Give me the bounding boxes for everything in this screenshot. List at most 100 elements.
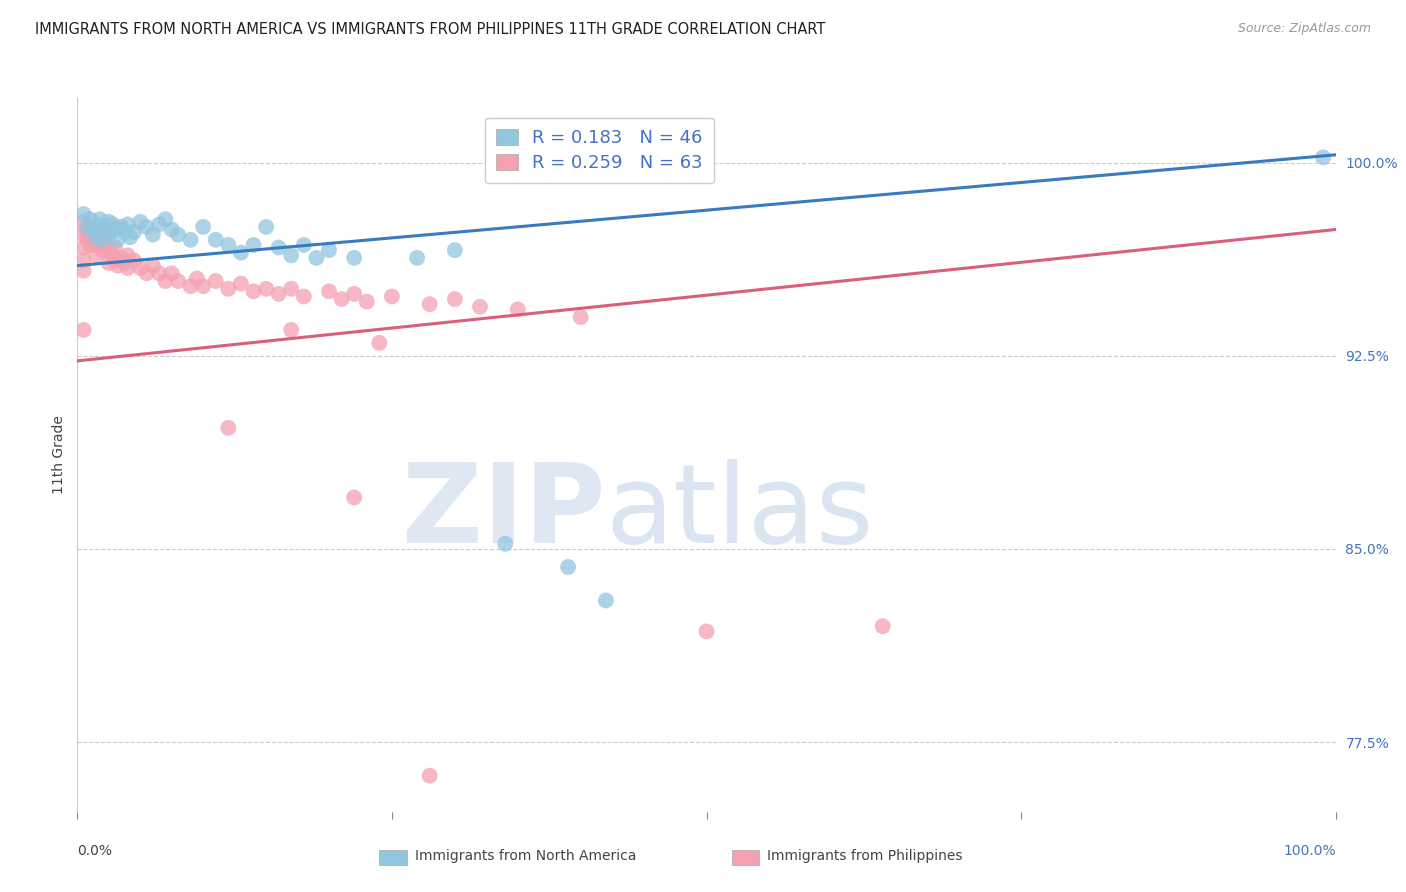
Point	[343, 286, 366, 301]
Point	[343, 251, 366, 265]
Point	[160, 222, 183, 236]
Point	[117, 218, 139, 232]
Point	[254, 282, 277, 296]
Point	[75, 222, 97, 236]
Point	[330, 292, 353, 306]
Point	[305, 251, 328, 265]
Point	[122, 225, 145, 239]
Point	[318, 243, 340, 257]
Point	[368, 335, 391, 350]
Point	[242, 238, 264, 252]
Point	[72, 207, 94, 221]
Point	[107, 259, 129, 273]
Point	[419, 297, 441, 311]
Point	[267, 241, 290, 255]
Point	[180, 279, 202, 293]
Point	[84, 248, 107, 262]
Point	[148, 218, 170, 232]
Point	[135, 219, 157, 234]
Point	[155, 274, 177, 288]
Text: ZIP: ZIP	[402, 458, 606, 566]
Point	[444, 292, 467, 306]
Point	[557, 560, 579, 574]
Point	[84, 235, 107, 250]
Point	[191, 279, 215, 293]
Point	[101, 248, 124, 262]
Point	[292, 289, 315, 303]
Point	[167, 227, 190, 242]
Point	[129, 215, 152, 229]
Text: 0.0%: 0.0%	[77, 844, 112, 858]
Point	[72, 253, 94, 268]
Point	[191, 219, 215, 234]
Point	[117, 248, 139, 262]
Point	[72, 215, 94, 229]
Point	[72, 264, 94, 278]
Point	[595, 593, 617, 607]
Point	[104, 222, 127, 236]
Point	[267, 286, 290, 301]
Point	[91, 230, 114, 244]
Point	[107, 233, 129, 247]
Point	[82, 230, 104, 244]
Point	[94, 222, 117, 236]
Point	[381, 289, 404, 303]
Point	[122, 253, 145, 268]
Point	[444, 243, 467, 257]
Point	[229, 245, 252, 260]
Point	[406, 251, 429, 265]
Point	[97, 256, 120, 270]
Text: atlas: atlas	[606, 458, 875, 566]
Point	[148, 266, 170, 280]
Point	[76, 219, 98, 234]
Point	[204, 233, 226, 247]
Point	[160, 266, 183, 280]
Bar	[380, 849, 406, 865]
Point	[117, 261, 139, 276]
Point	[229, 277, 252, 291]
Point	[72, 227, 94, 242]
Point	[280, 248, 302, 262]
Y-axis label: 11th Grade: 11th Grade	[52, 416, 66, 494]
Point	[82, 222, 104, 236]
Point	[186, 271, 208, 285]
Point	[129, 261, 152, 276]
Point	[217, 282, 239, 296]
Point	[91, 243, 114, 257]
Point	[494, 537, 516, 551]
Point	[104, 253, 127, 268]
Point	[91, 233, 114, 247]
Point	[204, 274, 226, 288]
Point	[696, 624, 718, 639]
Text: Immigrants from North America: Immigrants from North America	[415, 849, 636, 863]
Text: Immigrants from Philippines: Immigrants from Philippines	[766, 849, 963, 863]
Point	[280, 323, 302, 337]
Point	[97, 215, 120, 229]
Point	[91, 219, 114, 234]
Point	[872, 619, 894, 633]
Point	[97, 227, 120, 242]
Point	[142, 259, 165, 273]
Point	[468, 300, 491, 314]
Point	[89, 241, 111, 255]
Point	[167, 274, 190, 288]
Bar	[731, 849, 759, 865]
Point	[76, 233, 98, 247]
Point	[101, 218, 124, 232]
Point	[343, 491, 366, 505]
Point	[217, 238, 239, 252]
Point	[506, 302, 529, 317]
Point	[79, 225, 101, 239]
Point	[280, 282, 302, 296]
Text: IMMIGRANTS FROM NORTH AMERICA VS IMMIGRANTS FROM PHILIPPINES 11TH GRADE CORRELAT: IMMIGRANTS FROM NORTH AMERICA VS IMMIGRA…	[35, 22, 825, 37]
Point	[72, 323, 94, 337]
Point	[419, 769, 441, 783]
Point	[84, 230, 107, 244]
Point	[356, 294, 378, 309]
Point	[79, 212, 101, 227]
Point	[104, 241, 127, 255]
Point	[94, 235, 117, 250]
Point	[1312, 150, 1334, 164]
Point	[135, 266, 157, 280]
Point	[72, 241, 94, 255]
